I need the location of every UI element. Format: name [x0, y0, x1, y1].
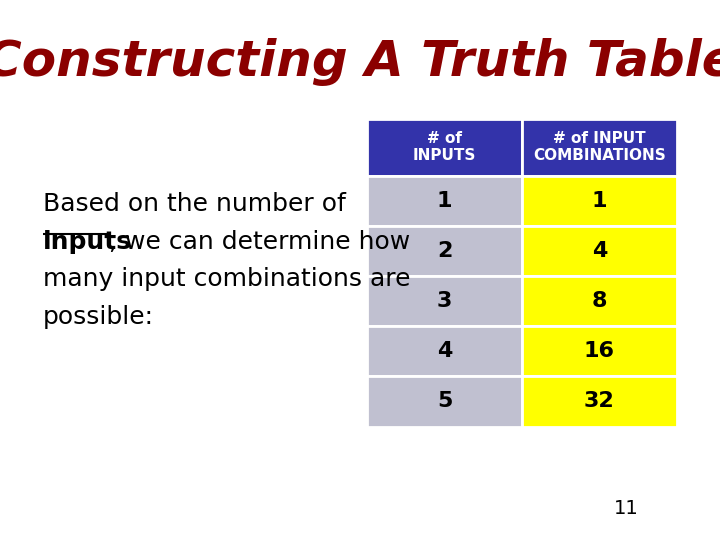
Text: 32: 32: [584, 392, 615, 411]
Bar: [367, 119, 522, 176]
Bar: [522, 119, 677, 176]
Text: inputs: inputs: [43, 230, 132, 253]
Text: 4: 4: [592, 241, 607, 261]
Text: 16: 16: [584, 341, 615, 361]
Text: many input combinations are: many input combinations are: [43, 267, 410, 291]
Text: 1: 1: [592, 191, 607, 211]
Bar: [367, 176, 522, 226]
Bar: [367, 376, 522, 427]
Text: 4: 4: [437, 341, 452, 361]
Bar: [522, 176, 677, 226]
Text: 1: 1: [437, 191, 452, 211]
Text: 11: 11: [614, 500, 639, 518]
Text: 2: 2: [437, 241, 452, 261]
Text: , we can determine how: , we can determine how: [109, 230, 410, 253]
Text: Based on the number of: Based on the number of: [43, 192, 346, 215]
Bar: [522, 276, 677, 326]
Text: 5: 5: [437, 392, 452, 411]
Text: Constructing A Truth Table: Constructing A Truth Table: [0, 38, 720, 86]
Text: possible:: possible:: [43, 305, 154, 329]
Bar: [367, 326, 522, 376]
Text: # of INPUT
COMBINATIONS: # of INPUT COMBINATIONS: [533, 131, 666, 163]
Bar: [522, 226, 677, 276]
Bar: [367, 276, 522, 326]
Bar: [522, 376, 677, 427]
Text: 3: 3: [437, 291, 452, 311]
Text: # of
INPUTS: # of INPUTS: [413, 131, 477, 163]
Bar: [367, 226, 522, 276]
Text: 8: 8: [592, 291, 607, 311]
Bar: [522, 326, 677, 376]
